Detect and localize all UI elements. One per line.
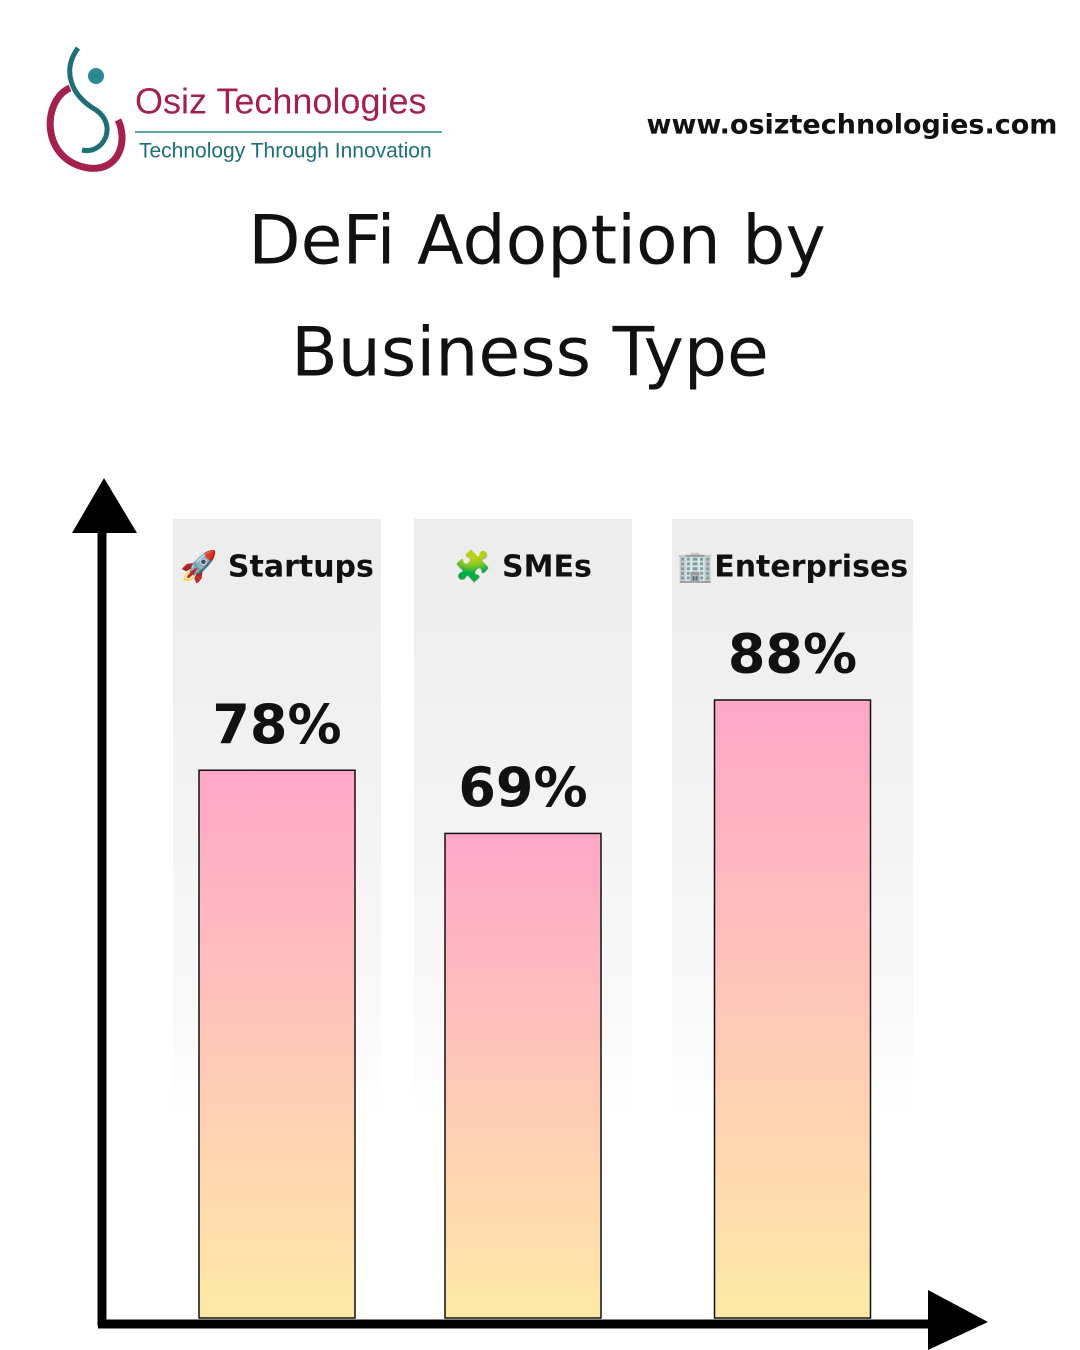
- category-label: 🏢Enterprises: [677, 550, 908, 585]
- category-label: 🚀 Startups: [180, 549, 374, 585]
- company-name: Osiz Technologies: [135, 81, 427, 122]
- logo: Osiz Technologies Technology Through Inn…: [46, 46, 442, 172]
- chart-title: Business Type: [291, 314, 769, 393]
- bar: [713, 699, 872, 1319]
- chart-title: DeFi Adoption by: [248, 202, 825, 281]
- value-label: 78%: [212, 693, 341, 756]
- category-label: 🧩 SMEs: [454, 549, 592, 585]
- website[interactable]: www.osiztechnologies.com: [647, 110, 1058, 141]
- plot: 🚀 Startups 78% 🧩 SMEs 69% 🏢Enterprises 88%: [173, 519, 913, 1319]
- value-label: 69%: [458, 756, 587, 819]
- bar: [444, 832, 602, 1319]
- value-label: 88%: [728, 623, 857, 686]
- axes: [72, 478, 988, 1350]
- bar: [198, 769, 356, 1319]
- tagline: Technology Through Innovation: [139, 140, 432, 163]
